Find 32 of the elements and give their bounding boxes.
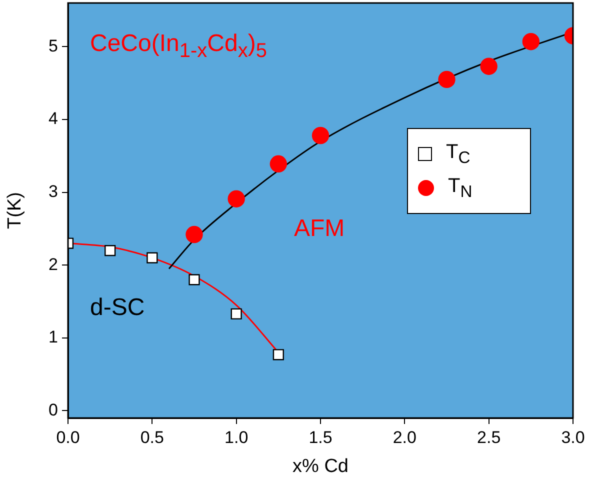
y-tick-label: 4: [48, 109, 58, 128]
x-tick-label: 0.0: [56, 428, 80, 447]
point: [438, 70, 456, 88]
point: [312, 126, 330, 144]
y-tick-label: 2: [48, 254, 58, 274]
point: [104, 244, 116, 256]
y-axis-title: T(K): [4, 192, 26, 229]
y-tick-label: 5: [48, 36, 58, 56]
legend-label: T$_{C}$: [446, 140, 470, 168]
x-tick-label: 0.5: [140, 428, 164, 447]
point: [228, 190, 245, 208]
x-tick-label: 2.5: [477, 428, 501, 447]
x-tick-label: 1.5: [308, 428, 332, 447]
annotation: CeCo(In$_{1-x}$Cd$_{x}$)$_{5}$: [90, 30, 267, 63]
y-tick-label: 3: [48, 182, 58, 201]
legend-label: T$_{N}$: [448, 174, 472, 202]
y-tick-label: 0: [48, 400, 58, 420]
point: [270, 155, 288, 173]
annotation: AFM: [294, 215, 345, 243]
point: [230, 308, 242, 320]
annotation: d-SC: [90, 294, 145, 322]
x-tick-label: 3.0: [561, 428, 585, 447]
point: [188, 274, 200, 286]
y-tick-label: 1: [48, 328, 58, 347]
point: [522, 32, 540, 50]
point: [272, 349, 284, 360]
point: [480, 58, 498, 75]
x-tick-label: 1.0: [224, 428, 248, 447]
point: [146, 252, 158, 264]
point: [186, 226, 203, 244]
x-tick-label: 2.0: [392, 428, 416, 447]
x-axis-title: x% Cd: [292, 456, 348, 477]
